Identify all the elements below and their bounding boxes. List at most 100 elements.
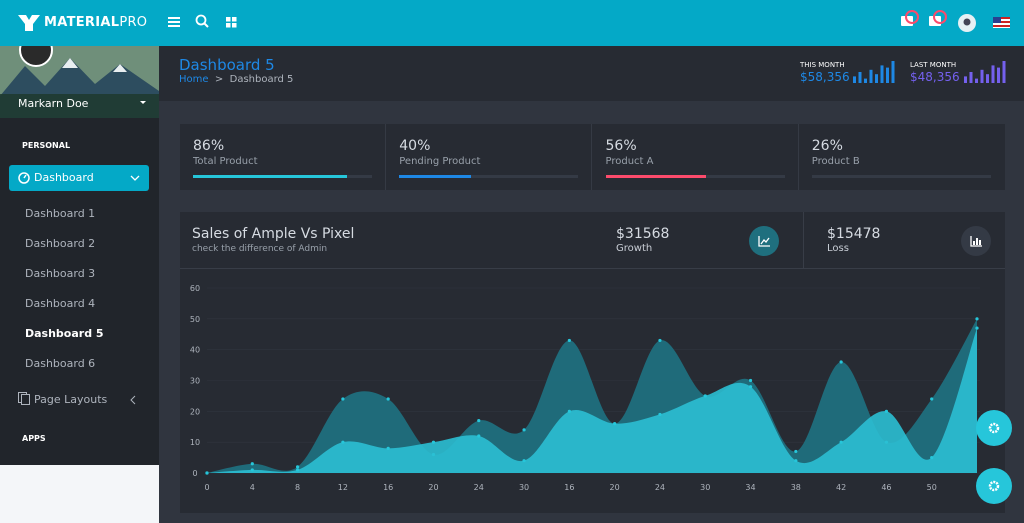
point [748,378,753,383]
dashboard-icon [18,172,30,184]
logo [18,15,40,31]
menu-item[interactable]: Dashboard 3 [25,267,96,280]
point [839,360,843,364]
page-header [159,46,1024,101]
stat-name: Total Product [193,156,258,167]
loss-icon[interactable] [961,226,991,256]
point [295,468,300,472]
menu-item[interactable]: Dashboard 6 [25,357,96,370]
avatar[interactable] [958,14,976,32]
loss-label: Loss [827,243,849,254]
point [975,317,979,321]
stat-name: Product A [605,156,654,167]
chevron [130,395,136,405]
y-tick-label: 10 [190,438,200,447]
menu-item[interactable]: Page Layouts [34,393,108,406]
stat-name: Pending Product [399,156,481,167]
progress-bar [193,175,347,178]
divider [180,268,1005,269]
section-label: APPS [22,434,46,443]
brand-strong: MATERIAL [44,15,120,30]
growth-label: Growth [616,243,653,254]
x-tick-label: 4 [250,483,255,492]
point [839,440,843,444]
stat: 26% Product B [799,124,1005,190]
menu-item[interactable]: Dashboard 1 [25,207,96,220]
stat: 40% Pending Product [386,124,593,190]
stat-value: 40% [399,138,431,154]
progress-track [193,175,372,178]
x-tick-label: 46 [881,483,891,492]
point [658,412,662,417]
apps-icon[interactable] [226,17,237,28]
growth-amount: $31568 [616,226,670,242]
page-title: Dashboard 5 [179,56,275,74]
point [794,449,798,454]
progress-track [811,175,991,178]
loss-amount: $15478 [827,226,881,242]
point [341,397,345,401]
point [658,338,662,343]
y-tick-label: 50 [190,315,200,324]
progress-bar [811,175,859,178]
user-name[interactable]: Markarn Doe [18,97,89,110]
x-tick-label: 24 [474,483,484,492]
stats-card [180,124,1005,190]
chart-title: Sales of Ample Vs Pixel [192,226,355,242]
y-tick-label: 30 [190,377,200,386]
point [205,471,209,475]
stat-name: Product B [811,156,860,167]
breadcrumb: Home > Dashboard 5 [179,74,294,85]
point [386,397,390,401]
point [522,428,526,432]
x-tick-label: 24 [655,483,665,492]
divider [803,212,804,268]
settings-button[interactable] [975,409,1013,447]
point [794,459,798,463]
x-tick-label: 50 [927,483,937,492]
point [250,468,254,472]
breadcrumb-current: Dashboard 5 [229,74,294,85]
menu-item[interactable]: Dashboard 2 [25,237,96,250]
blank [0,465,159,523]
x-tick-label: 30 [700,483,710,492]
stat: 86% Total Product [180,124,386,190]
growth-icon[interactable] [749,226,779,256]
breadcrumb-link[interactable]: Home [179,74,209,85]
x-tick-label: 42 [836,483,846,492]
menu-item[interactable]: Dashboard 5 [25,327,104,340]
x-tick-label: 38 [791,483,801,492]
menu-item[interactable]: Dashboard 4 [25,297,96,310]
active-item[interactable]: Dashboard [9,165,149,191]
x-tick-label: 8 [295,483,300,492]
point [884,409,889,413]
y-tick-label: 40 [190,346,200,355]
stat-value: 26% [811,138,843,154]
point [386,446,390,450]
progress-bar [605,175,706,178]
active-label: Dashboard [34,171,94,184]
point [431,440,436,444]
month-label: THIS MONTH [800,61,845,69]
area [207,328,977,473]
menu-icon[interactable] [168,17,180,27]
chart-subtitle: check the difference of Admin [192,244,328,254]
mail-icon[interactable] [929,10,947,26]
point [930,455,934,460]
month-amount: $58,356 [800,70,850,84]
month-amount: $48,356 [910,70,960,84]
area-chart: 0 10 20 30 40 50 60 0 4 8 12 16 20 24 30 16 20 24 30 34 38 42… [190,284,980,492]
x-tick-label: 0 [204,483,209,492]
message-icon[interactable] [901,10,919,26]
point [477,434,481,438]
month-label: LAST MONTH [910,61,957,69]
point [930,397,934,401]
search-icon[interactable] [195,14,209,28]
progress-bar [399,175,471,178]
area [207,318,977,473]
settings-button[interactable] [975,467,1013,505]
y-tick-label: 0 [192,469,197,478]
point [703,394,707,398]
y-tick-label: 60 [190,284,200,293]
flag[interactable] [993,17,1010,28]
